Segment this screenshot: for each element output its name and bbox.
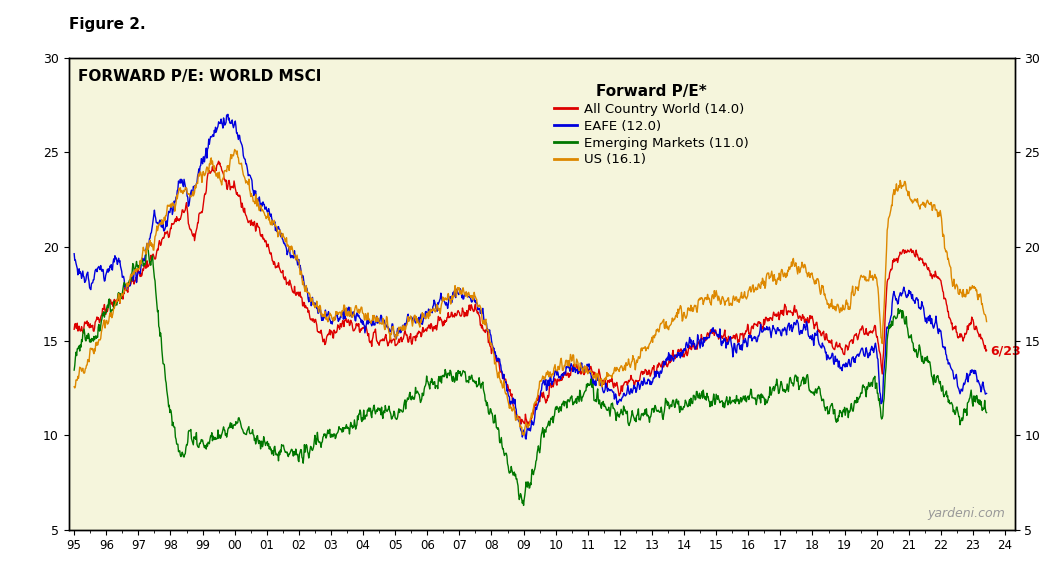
Legend: All Country World (14.0), EAFE (12.0), Emerging Markets (11.0), US (16.1): All Country World (14.0), EAFE (12.0), E… bbox=[549, 78, 754, 172]
Text: Figure 2.: Figure 2. bbox=[69, 17, 145, 32]
Text: yardeni.com: yardeni.com bbox=[927, 507, 1005, 521]
Text: FORWARD P/E: WORLD MSCI: FORWARD P/E: WORLD MSCI bbox=[78, 70, 321, 85]
Text: 6/23: 6/23 bbox=[990, 344, 1021, 357]
